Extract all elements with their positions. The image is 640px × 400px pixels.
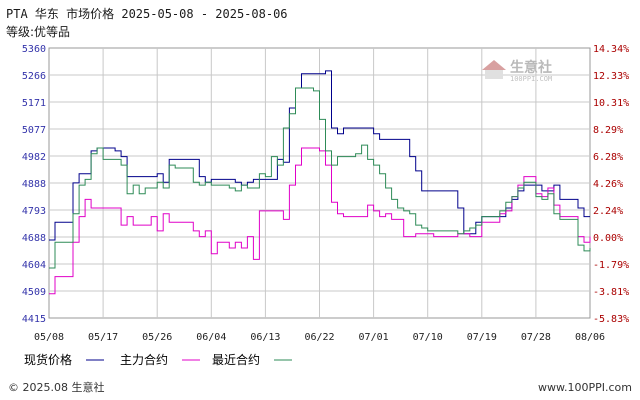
left-tick-label: 5171 xyxy=(22,98,46,109)
x-tick-label: 07/10 xyxy=(413,332,443,343)
watermark-logo: 生意社 100PPI.COM xyxy=(482,59,552,83)
x-tick-label: 07/28 xyxy=(521,332,551,343)
left-tick-label: 5360 xyxy=(22,44,46,55)
right-tick-label: 0.00% xyxy=(593,233,623,244)
house-icon xyxy=(482,60,506,70)
x-tick-label: 05/26 xyxy=(142,332,172,343)
right-tick-label: 6.28% xyxy=(593,152,623,163)
x-tick-label: 05/17 xyxy=(88,332,118,343)
right-tick-label: -5.83% xyxy=(593,314,629,325)
left-tick-label: 4982 xyxy=(22,152,46,163)
house-body-icon xyxy=(485,70,503,79)
left-axis: 5360 5266 5171 5077 4982 4888 4793 4688 4604 4509… xyxy=(22,44,46,325)
left-tick-label: 4688 xyxy=(22,233,46,244)
right-tick-label: 10.31% xyxy=(593,98,629,109)
right-tick-label: -3.81% xyxy=(593,287,629,298)
x-tick-label: 05/08 xyxy=(34,332,64,343)
x-tick-label: 06/22 xyxy=(304,332,334,343)
legend-label-recent: 最近合约 xyxy=(212,352,260,367)
left-tick-label: 4793 xyxy=(22,206,46,217)
right-tick-label: 14.34% xyxy=(593,44,629,55)
right-tick-label: 2.24% xyxy=(593,206,623,217)
recent-contract-line xyxy=(49,87,591,269)
series-lines xyxy=(49,70,591,295)
x-axis: 05/08 05/17 05/26 06/04 06/13 06/22 07/01 07/10… xyxy=(34,332,605,343)
right-tick-label: -1.79% xyxy=(593,260,629,271)
footer-url[interactable]: www.100PPI.com xyxy=(538,381,632,394)
right-tick-label: 12.33% xyxy=(593,71,629,82)
main-contract-line xyxy=(49,147,591,295)
watermark-name: 生意社 xyxy=(510,59,552,76)
right-axis: 14.34% 12.33% 10.31% 8.29% 6.28% 4.26% 2.24% 0.… xyxy=(593,44,629,325)
left-tick-label: 4415 xyxy=(22,314,46,325)
legend-label-spot: 现货价格 xyxy=(24,352,72,367)
x-tick-label: 08/06 xyxy=(575,332,605,343)
left-tick-label: 5266 xyxy=(22,71,46,82)
right-tick-label: 4.26% xyxy=(593,179,623,190)
x-tick-label: 06/13 xyxy=(250,332,280,343)
legend: 现货价格 主力合约 最近合约 xyxy=(24,352,292,367)
right-tick-label: 8.29% xyxy=(593,125,623,136)
chart-title: PTA 华东 市场价格 2025-05-08 - 2025-08-06 xyxy=(6,6,288,21)
left-tick-label: 4509 xyxy=(22,287,46,298)
x-tick-label: 07/19 xyxy=(467,332,497,343)
chart-subtitle: 等级:优等品 xyxy=(6,25,70,39)
left-tick-label: 5077 xyxy=(22,125,46,136)
left-tick-label: 4888 xyxy=(22,179,46,190)
left-tick-label: 4604 xyxy=(22,260,46,271)
x-tick-label: 06/04 xyxy=(196,332,226,343)
x-tick-label: 07/01 xyxy=(359,332,389,343)
legend-label-main: 主力合约 xyxy=(120,352,168,367)
watermark-url: 100PPI.COM xyxy=(510,75,552,83)
footer-copyright: © 2025.08 生意社 xyxy=(8,380,104,394)
